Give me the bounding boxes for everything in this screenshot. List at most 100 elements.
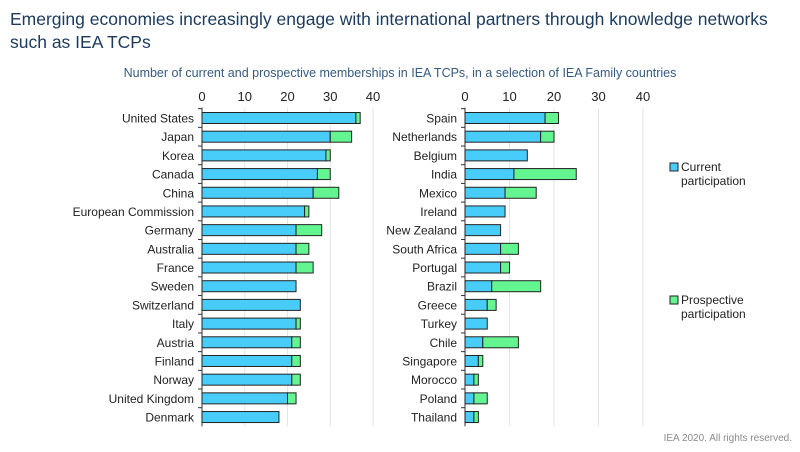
bar-current [464,411,475,424]
bar-current [201,280,297,293]
bar-prospective [544,112,559,124]
bar-prospective [504,186,537,199]
y-tick-label: European Commission [73,205,194,219]
x-tick-label: 0 [198,89,205,104]
y-tick-label: Italy [172,317,194,331]
x-tick-label: 20 [280,89,294,104]
bar-prospective [295,261,314,274]
y-tick-label: Sweden [151,280,194,294]
figure-title: Emerging economies increasingly engage w… [10,9,768,52]
bar-prospective [355,112,361,124]
legend-label: Current [681,160,722,174]
y-tick-label: Canada [152,168,194,182]
bar-prospective [291,354,301,367]
x-tick-label: 40 [636,89,650,104]
bar-current [201,317,297,330]
y-tick-label: New Zealand [386,224,457,238]
bar-current [464,261,502,274]
bar-current [201,149,327,162]
bar-current [201,130,331,143]
bar-current [201,224,297,237]
x-tick-label: 10 [238,89,252,104]
bar-prospective [500,261,511,274]
bar-prospective [295,242,310,255]
y-tick-label: United Kingdom [109,392,194,406]
bar-prospective [291,373,301,386]
bar-current [464,186,506,199]
bar-current [201,354,293,367]
bar-current [201,298,301,311]
y-tick-label: Turkey [421,317,457,331]
bar-current [201,186,314,199]
bar-prospective [312,186,340,199]
bar-prospective [500,242,519,255]
y-tick-label: Singapore [402,354,457,368]
bar-prospective [491,280,542,293]
legend-swatch [669,162,679,172]
y-tick-label: Ireland [420,205,457,219]
y-tick-label: Morocco [411,373,457,387]
bar-current [464,242,502,255]
bar-prospective [329,130,353,143]
bar-current [464,336,484,349]
bar-current [464,317,488,330]
chart-title: Number of current and prospective member… [123,66,677,80]
bar-prospective [325,149,331,162]
bar-current [201,168,318,181]
y-tick-label: Germany [145,224,194,238]
y-tick-label: Netherlands [392,130,457,144]
x-tick-label: 10 [502,89,516,104]
bar-prospective [513,168,577,181]
bar-current [464,168,515,181]
bar-current [464,298,488,311]
bar-current [201,411,280,424]
y-tick-label: Thailand [411,411,457,425]
bar-prospective [291,336,301,349]
bar-prospective [287,392,297,405]
y-tick-label: Portugal [412,261,457,275]
y-tick-label: Denmark [145,411,195,425]
bar-current [201,112,357,124]
y-tick-label: Chile [430,336,458,350]
y-tick-label: Australia [147,242,194,256]
bar-prospective [304,205,310,218]
bar-current [201,205,306,218]
legend-swatch [669,295,679,305]
y-tick-label: Mexico [419,186,457,200]
bar-current [464,224,502,237]
bar-prospective [482,336,519,349]
bar-current [464,354,479,367]
legend-label: participation [681,307,746,321]
x-tick-label: 20 [547,89,561,104]
bar-current [464,392,475,405]
bar-prospective [473,392,488,405]
y-tick-label: Austria [157,336,195,350]
bar-current [201,261,297,274]
x-tick-label: 0 [461,89,468,104]
bar-current [201,242,297,255]
y-tick-label: Japan [161,130,194,144]
bar-current [464,205,506,218]
bar-prospective [486,298,497,311]
y-tick-label: Brazil [427,280,457,294]
y-tick-label: Belgium [414,149,457,163]
y-tick-label: Norway [153,373,194,387]
bar-current [464,280,493,293]
y-tick-label: Korea [162,149,194,163]
y-tick-label: Finland [155,354,194,368]
bar-prospective [295,224,323,237]
y-tick-label: United States [122,112,194,126]
bar-current [201,373,293,386]
x-tick-label: 30 [591,89,605,104]
bar-prospective [473,411,479,424]
bar-current [464,112,546,124]
y-tick-label: Switzerland [132,298,194,312]
x-tick-label: 40 [366,89,380,104]
bar-prospective [295,317,301,330]
x-tick-label: 30 [323,89,337,104]
y-tick-label: South Africa [392,242,457,256]
y-tick-label: India [431,168,457,182]
bar-current [464,130,542,143]
